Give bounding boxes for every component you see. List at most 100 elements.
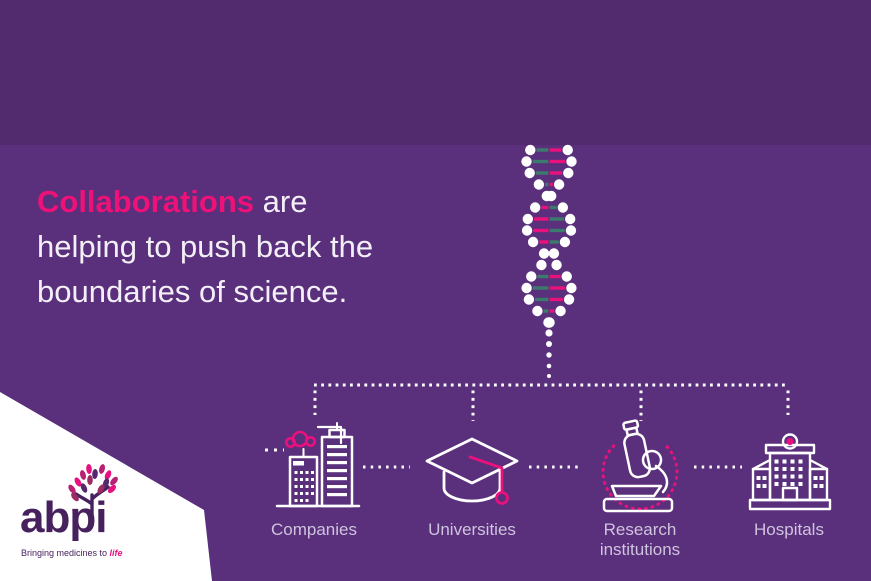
decorative-shape: [819, 484, 824, 488]
hospital-base: [748, 498, 832, 511]
decorative-shape: [798, 467, 803, 471]
decorative-shape: [294, 492, 298, 495]
decorative-shape: [762, 484, 767, 488]
decorative-shape: [524, 167, 535, 179]
tagline-prefix: Bringing medicines to: [21, 548, 110, 558]
decorative-shape: [790, 482, 795, 486]
decorative-shape: [521, 282, 532, 294]
building-right-windows: [327, 445, 347, 497]
decorative-shape: [533, 179, 545, 190]
decorative-shape: [544, 317, 555, 328]
dna-helix-illustration: [521, 144, 577, 378]
decorative-shape: [559, 236, 571, 248]
decorative-shape: [562, 144, 573, 156]
decorative-shape: [97, 484, 105, 494]
decorative-shape: [300, 485, 303, 488]
decorative-shape: [756, 476, 761, 480]
decorative-shape: [555, 305, 566, 317]
decorative-shape: [798, 482, 803, 486]
abpi-tree-leaves: [68, 464, 118, 502]
decorative-shape: [99, 464, 105, 474]
decorative-shape: [790, 474, 795, 479]
connector-dotted-lines: [265, 383, 790, 469]
decorative-shape: [546, 341, 552, 347]
decorative-shape: [774, 474, 779, 479]
decorative-shape: [566, 156, 577, 167]
decorative-shape: [751, 458, 772, 471]
decorative-shape: [527, 236, 539, 248]
decorative-shape: [80, 470, 86, 480]
headline-highlight: Collaborations: [37, 184, 255, 219]
node-label-research-institutions: Research institutions: [599, 520, 681, 559]
hospital-windows: [756, 459, 824, 488]
decorative-shape: [293, 461, 304, 466]
decorative-shape: [521, 225, 533, 236]
hospital-clock-ring: [781, 433, 799, 450]
microscope-stage: [610, 484, 663, 498]
decorative-shape: [80, 483, 88, 493]
decorative-shape: [327, 445, 347, 449]
decorative-shape: [774, 482, 779, 486]
abpi-logo-tree: [68, 464, 118, 516]
abpi-logo-tagline: Bringing medicines to life: [21, 548, 123, 558]
decorative-shape: [808, 458, 829, 471]
decorative-shape: [774, 467, 779, 471]
decorative-shape: [104, 470, 112, 480]
decorative-shape: [798, 459, 803, 464]
decorative-shape: [294, 471, 298, 474]
decorative-shape: [294, 478, 298, 481]
decorative-shape: [71, 492, 79, 502]
decorative-shape: [300, 478, 303, 481]
decorative-shape: [300, 499, 303, 502]
decorative-shape: [300, 492, 303, 495]
headline-after-highlight: are: [254, 184, 308, 219]
decorative-shape: [523, 294, 535, 305]
decorative-shape: [790, 459, 795, 464]
decorative-shape: [756, 484, 761, 488]
cap-base: [442, 470, 502, 503]
microscope-base: [602, 497, 674, 513]
hospital-icon: [748, 433, 832, 511]
headline-line-3: boundaries of science.: [37, 274, 348, 309]
decorative-shape: [819, 476, 824, 480]
decorative-shape: [110, 476, 118, 486]
decorative-shape: [557, 202, 569, 213]
decorative-shape: [305, 471, 309, 474]
decorative-shape: [532, 305, 543, 317]
abpi-logo-wordmark: abpi: [20, 493, 107, 542]
decorative-shape: [813, 476, 818, 480]
decorative-shape: [102, 478, 110, 488]
decorative-shape: [536, 259, 547, 271]
decorative-shape: [311, 492, 314, 495]
decorative-shape: [529, 202, 541, 213]
microscope-arm: [654, 464, 669, 494]
headline-line-1: Collaborations are: [37, 179, 467, 224]
decorative-shape: [782, 482, 787, 486]
decorative-shape: [86, 464, 92, 474]
decorative-shape: [782, 459, 787, 464]
decorative-shape: [327, 469, 347, 473]
decorative-shape: [311, 471, 314, 474]
decorative-shape: [68, 484, 76, 494]
graduation-cap-icon: [425, 437, 519, 505]
microscope-tube: [622, 419, 652, 479]
decorative-shape: [526, 271, 537, 282]
decorative-shape: [538, 248, 550, 259]
decorative-shape: [566, 282, 577, 294]
decorative-shape: [305, 478, 309, 481]
decorative-shape: [546, 363, 552, 369]
decorative-shape: [495, 491, 509, 505]
decorative-shape: [327, 453, 347, 457]
buildings-icon: [275, 422, 361, 508]
decorative-shape: [790, 467, 795, 471]
decorative-shape: [305, 499, 309, 502]
decorative-shape: [547, 374, 551, 378]
decorative-shape: [522, 213, 534, 225]
decorative-shape: [782, 474, 787, 479]
decorative-shape: [782, 467, 787, 471]
hospital-wing-right: [808, 467, 829, 502]
decorative-shape: [563, 167, 574, 179]
decorative-shape: [545, 329, 553, 337]
decorative-shape: [553, 179, 565, 190]
decorative-shape: [468, 455, 504, 494]
